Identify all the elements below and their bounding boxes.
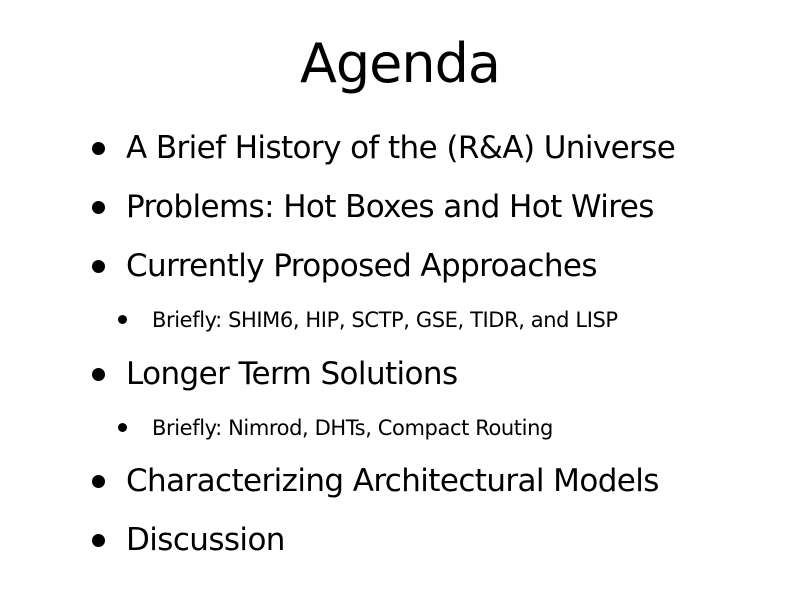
bullet-icon (92, 260, 105, 273)
agenda-subitem-text: Briefly: SHIM6, HIP, SCTP, GSE, TIDR, an… (152, 308, 618, 332)
agenda-item-text: Problems: Hot Boxes and Hot Wires (126, 189, 654, 225)
agenda-item-text: Longer Term Solutions (126, 356, 458, 392)
bullet-icon (118, 315, 127, 324)
agenda-subitem-text: Briefly: Nimrod, DHTs, Compact Routing (152, 416, 553, 440)
bullet-icon (118, 423, 127, 432)
agenda-item-text: A Brief History of the (R&A) Universe (126, 130, 676, 166)
agenda-item-text: Characterizing Architectural Models (126, 463, 659, 499)
slide-title: Agenda (299, 32, 501, 95)
bullet-icon (92, 534, 105, 547)
agenda-item: Longer Term Solutions (92, 354, 458, 394)
agenda-item: Problems: Hot Boxes and Hot Wires (92, 187, 654, 227)
agenda-item-text: Discussion (126, 522, 285, 558)
bullet-icon (92, 368, 105, 381)
bullet-icon (92, 201, 105, 214)
agenda-item: Currently Proposed Approaches (92, 246, 598, 286)
agenda-item-text: Currently Proposed Approaches (126, 248, 598, 284)
bullet-icon (92, 475, 105, 488)
agenda-subitem: Briefly: Nimrod, DHTs, Compact Routing (118, 413, 553, 443)
agenda-item: Discussion (92, 520, 285, 560)
bullet-icon (92, 142, 105, 155)
agenda-item: A Brief History of the (R&A) Universe (92, 128, 676, 168)
agenda-subitem: Briefly: SHIM6, HIP, SCTP, GSE, TIDR, an… (118, 305, 618, 335)
agenda-item: Characterizing Architectural Models (92, 461, 659, 501)
